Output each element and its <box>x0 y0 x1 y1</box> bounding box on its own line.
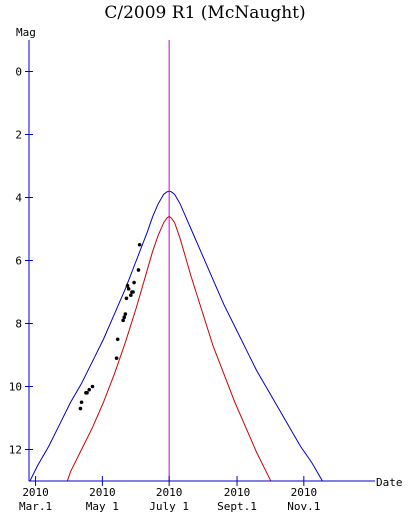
y-tick-label: 12 <box>9 444 22 457</box>
y-axis-label: Mag <box>16 26 36 39</box>
observation-point <box>131 290 135 294</box>
y-tick-label: 8 <box>15 318 22 331</box>
observation-point <box>90 384 95 389</box>
chart-title: C/2009 R1 (McNaught) <box>104 3 305 23</box>
observation-point <box>125 283 130 288</box>
y-tick-label: 2 <box>15 129 22 142</box>
observation-point <box>124 296 129 301</box>
observation-point <box>129 293 133 297</box>
y-tick-label: 4 <box>15 192 22 205</box>
observation-point <box>115 337 120 342</box>
y-tick-label: 6 <box>15 255 22 268</box>
x-tick-year-label: 2010 <box>22 486 49 499</box>
y-tick-label: 10 <box>9 381 22 394</box>
observation-point <box>137 242 142 247</box>
series-line-1 <box>66 215 272 481</box>
x-tick-date-label: Sept.1 <box>217 500 257 513</box>
x-tick-year-label: 2010 <box>224 486 251 499</box>
curves-layer <box>29 190 324 481</box>
observation-point <box>123 312 128 316</box>
observation-point <box>136 268 141 272</box>
x-tick-date-label: July 1 <box>149 500 189 513</box>
series-line-0 <box>29 190 324 481</box>
observation-point <box>126 287 131 291</box>
observation-point <box>132 280 136 285</box>
x-axis-label: Date <box>376 476 403 489</box>
y-tick-label: 0 <box>15 66 22 79</box>
x-tick-year-label: 2010 <box>291 486 318 499</box>
x-tick-year-label: 2010 <box>156 486 183 499</box>
observation-point <box>114 356 119 360</box>
observation-point <box>87 387 92 392</box>
observation-point <box>122 315 127 320</box>
observation-point <box>85 391 89 395</box>
x-tick-year-label: 2010 <box>89 486 116 499</box>
observation-point <box>79 400 84 405</box>
observation-point <box>78 406 83 411</box>
x-tick-date-label: Mar.1 <box>19 500 52 513</box>
observations-layer <box>78 242 142 411</box>
x-tick-date-label: May 1 <box>86 500 119 513</box>
observation-point <box>121 318 125 323</box>
x-tick-date-label: Nov.1 <box>287 500 320 513</box>
y-ticks-layer: 0 2 4 6 8 10 12 <box>9 66 33 457</box>
